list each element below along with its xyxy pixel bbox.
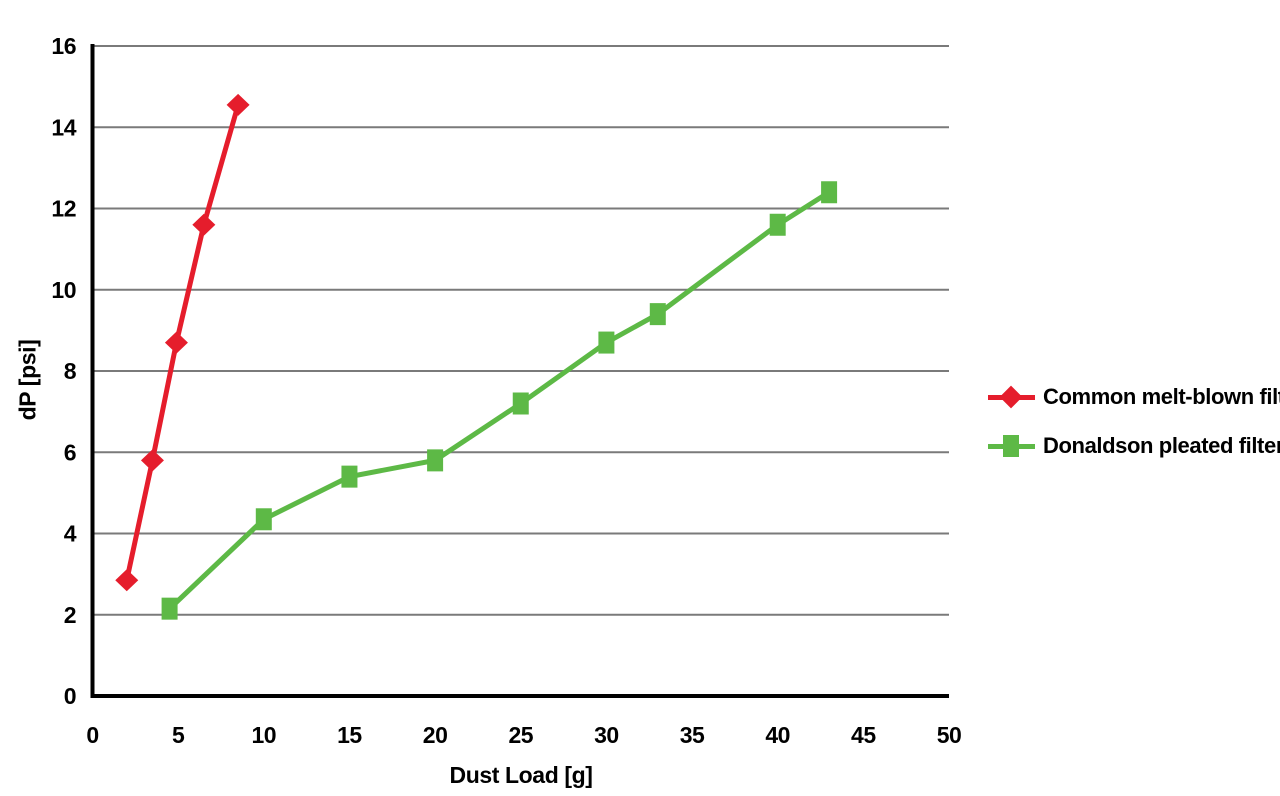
x-tick-label: 5: [172, 722, 185, 748]
x-axis-title: Dust Load [g]: [449, 762, 593, 788]
data-point-marker: [164, 331, 188, 354]
y-tick-label: 16: [51, 33, 76, 59]
x-tick-label: 15: [337, 722, 362, 748]
data-point-marker: [115, 569, 139, 592]
legend-square-marker-icon: [988, 432, 1035, 460]
diamond-icon: [999, 385, 1023, 409]
data-point-marker: [226, 93, 250, 116]
legend-label-donaldson-pleated-filter: Donaldson pleated filter: [1043, 433, 1280, 458]
y-tick-label: 12: [51, 196, 76, 222]
x-tick-label: 10: [252, 722, 277, 748]
y-tick-label: 0: [64, 683, 76, 709]
y-tick-label: 10: [51, 277, 76, 303]
legend-label-common-melt-blown-filter: Common melt-blown filter: [1043, 384, 1280, 409]
x-tick-label: 40: [765, 722, 790, 748]
y-axis-title: dP [psi]: [14, 339, 41, 421]
data-point-marker: [140, 449, 164, 472]
x-tick-label: 0: [86, 722, 98, 748]
data-point-marker: [341, 465, 358, 488]
y-tick-label: 4: [64, 521, 77, 547]
data-point-marker: [598, 331, 615, 354]
x-tick-label: 35: [680, 722, 705, 748]
y-tick-label: 8: [64, 358, 77, 384]
data-point-marker: [769, 213, 786, 236]
data-point-marker: [255, 508, 272, 531]
x-tick-label: 20: [423, 722, 448, 748]
y-tick-label: 6: [64, 439, 76, 465]
data-point-marker: [821, 181, 838, 204]
data-point-marker: [512, 392, 529, 415]
y-tick-label: 14: [51, 114, 76, 140]
x-tick-label: 30: [594, 722, 619, 748]
x-tick-label: 45: [851, 722, 876, 748]
data-point-marker: [649, 303, 666, 326]
data-point-marker: [427, 449, 444, 472]
legend-diamond-marker-icon: [988, 383, 1035, 411]
data-point-marker: [192, 213, 216, 236]
legend: Common melt-blown filter Donaldson pleat…: [988, 383, 1280, 460]
legend-item-common-melt-blown-filter: Common melt-blown filter: [988, 383, 1280, 411]
legend-item-donaldson-pleated-filter: Donaldson pleated filter: [988, 432, 1280, 460]
x-tick-label: 25: [508, 722, 533, 748]
square-icon: [1003, 435, 1019, 457]
data-point-marker: [161, 597, 178, 620]
y-tick-label: 2: [64, 602, 76, 628]
series-line-1: [167, 190, 831, 611]
x-tick-label: 50: [937, 722, 962, 748]
